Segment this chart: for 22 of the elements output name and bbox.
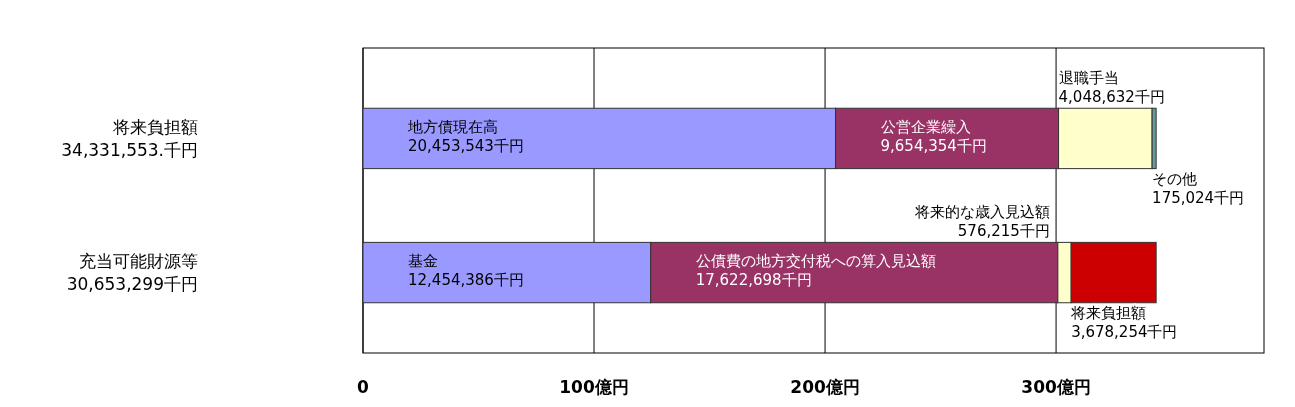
series-label: 公営企業繰入: [880, 118, 971, 137]
series-label: 退職手当: [1058, 69, 1119, 88]
series-label: その他: [1152, 169, 1198, 188]
annotation: 17,622,698千円: [695, 271, 812, 290]
series-label: 公債費の地方交付税への算入見込額: [695, 252, 936, 271]
x-tick-label: 300億円: [1021, 377, 1091, 397]
annotation: 4,048,632千円: [1058, 88, 1165, 107]
series-label: 将来的な歳入見込額: [913, 203, 1050, 222]
annotation: 20,453,543千円: [408, 137, 524, 156]
x-tick-label: 200億円: [790, 377, 860, 397]
series-label: 基金: [408, 252, 438, 271]
annotation: 9,654,354千円: [880, 137, 987, 156]
y-tick-label: 将来負担額 34,331,553.千円: [61, 116, 198, 160]
series-label: 将来負担額: [1070, 303, 1147, 322]
annotation: 576,215千円: [957, 222, 1050, 241]
annotation: 12,454,386千円: [408, 271, 524, 290]
annotation: 3,678,254千円: [1071, 322, 1178, 341]
x-tick-label: 0: [357, 377, 370, 397]
series-label: 地方債現在高: [407, 118, 498, 137]
x-tick-label: 100億円: [559, 377, 629, 397]
annotation: 175,024千円: [1152, 188, 1245, 207]
y-tick-label: 充当可能財源等 30,653,299千円: [66, 251, 198, 295]
